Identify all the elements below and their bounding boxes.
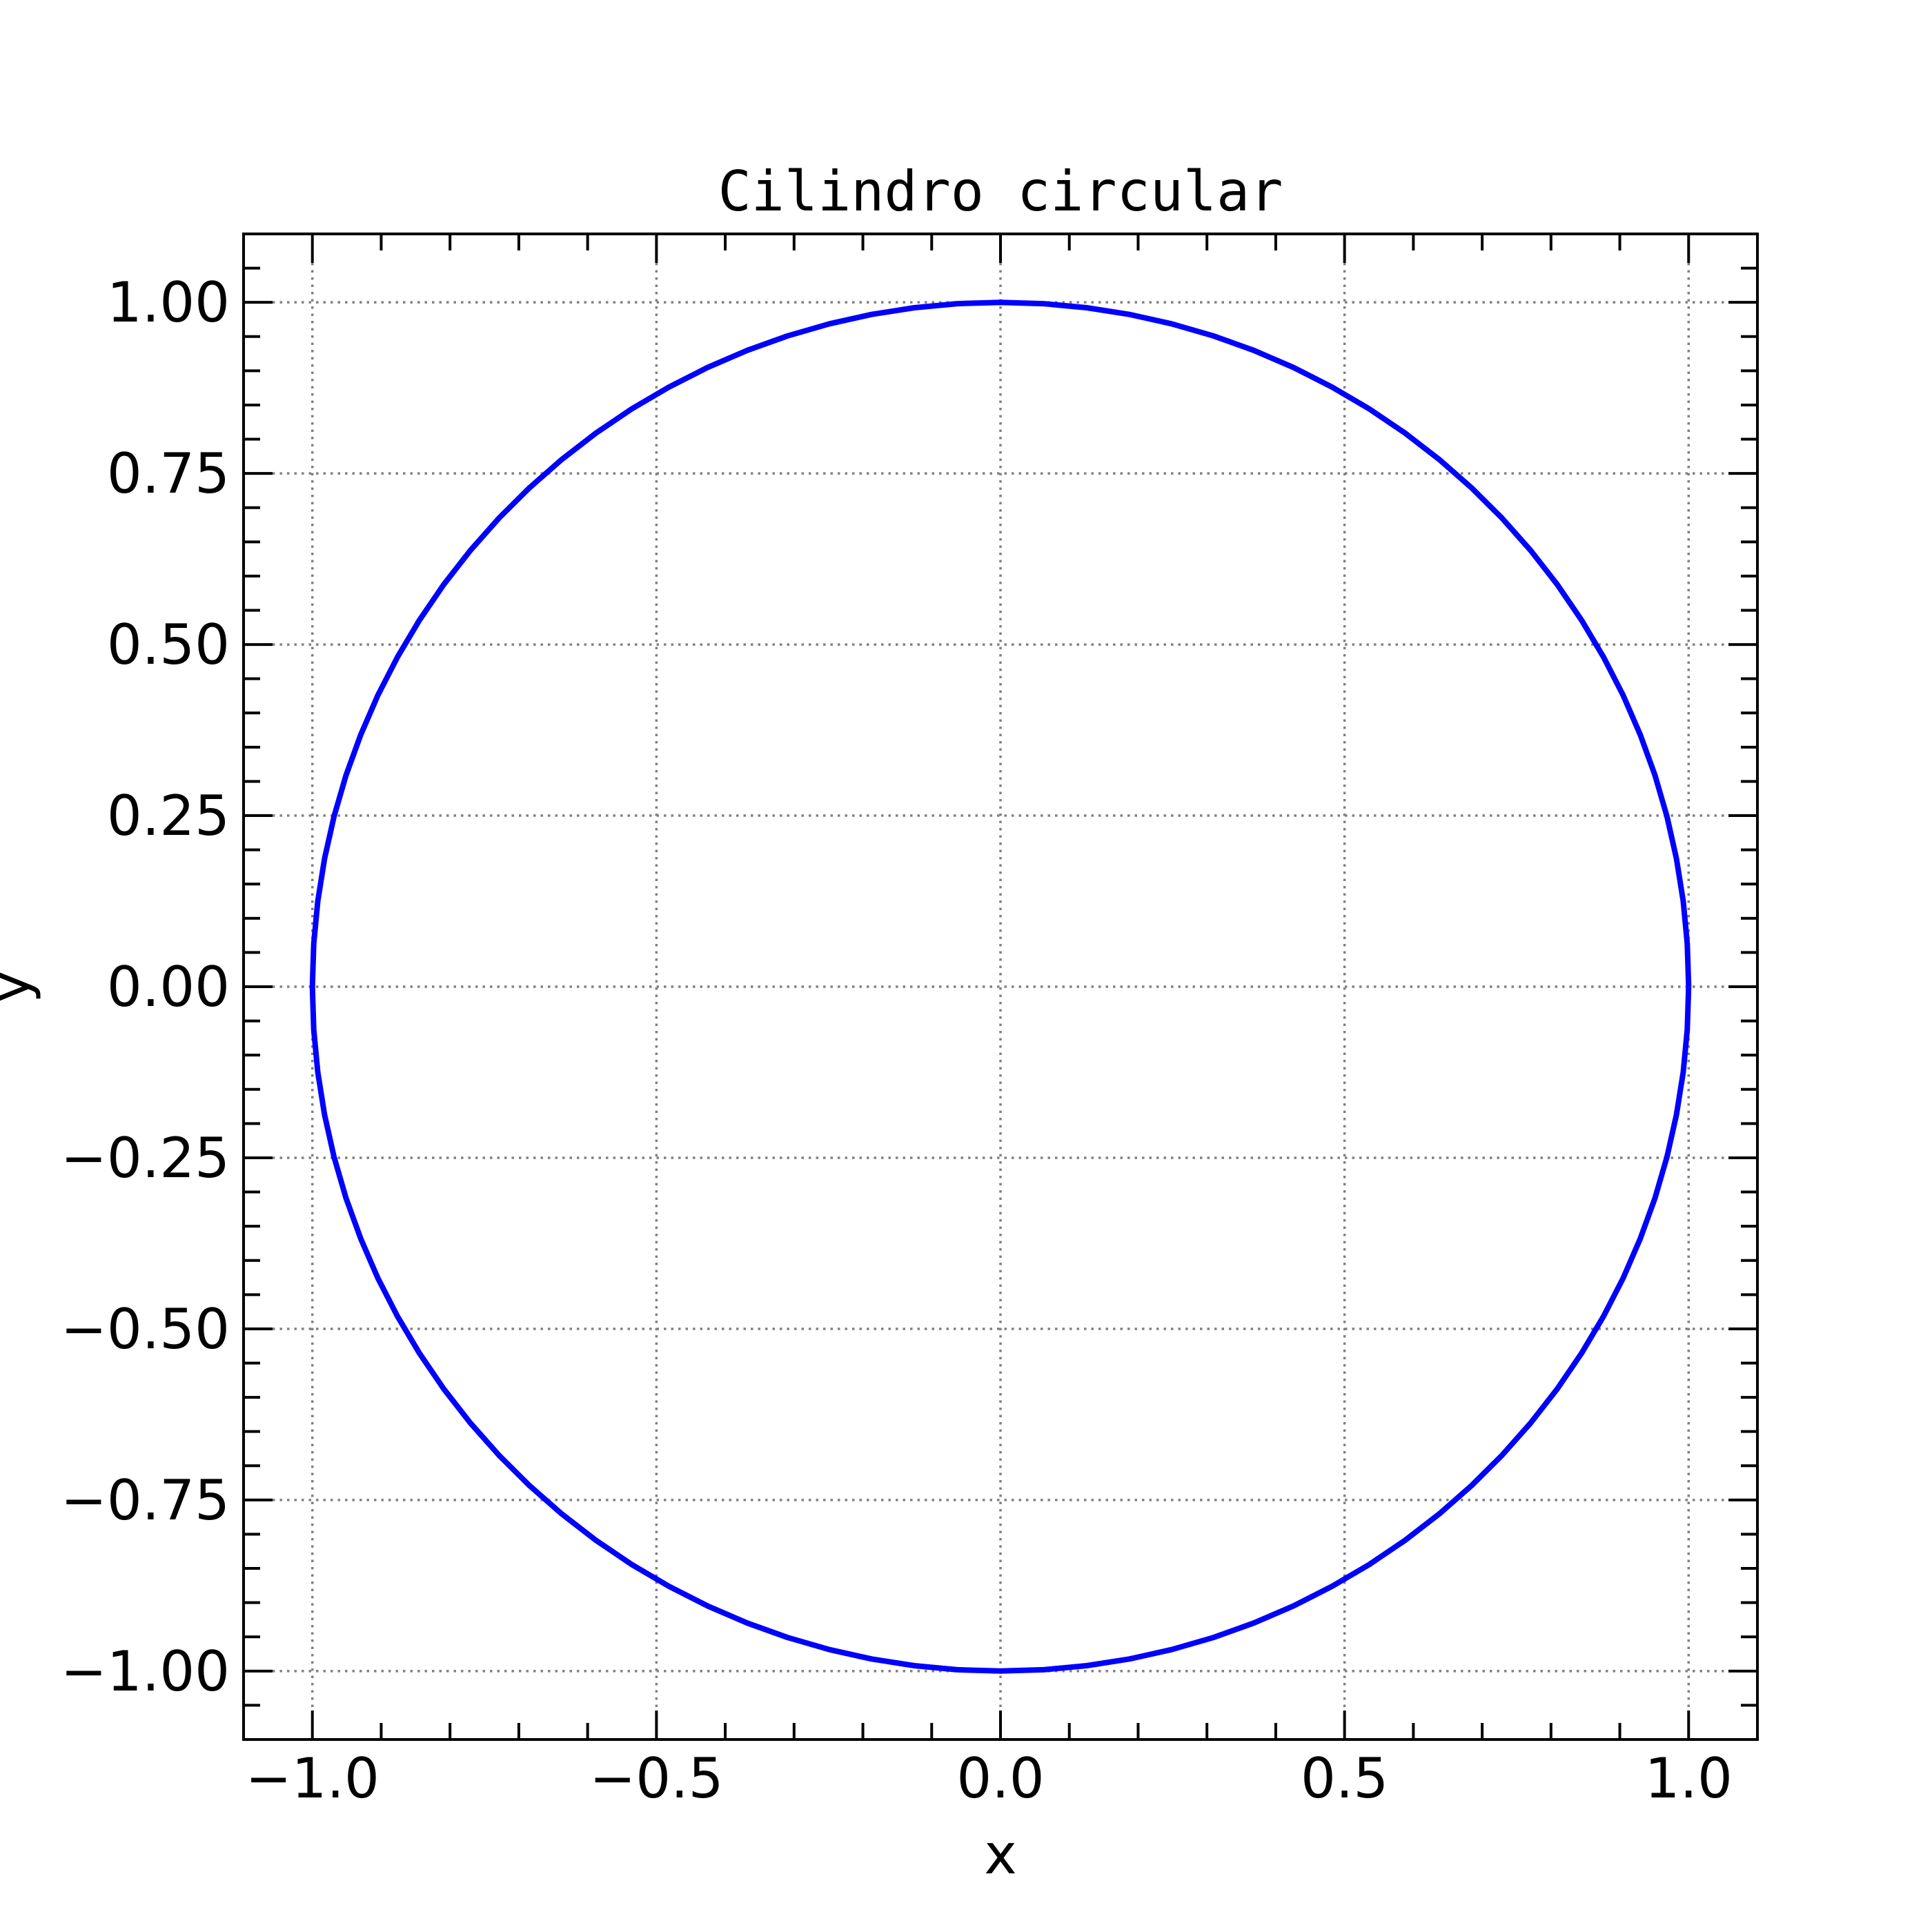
y-tick-label: 0.25 xyxy=(107,784,230,848)
series-line xyxy=(309,299,1692,1674)
y-tick-label: −0.50 xyxy=(61,1297,230,1361)
x-axis-label: x xyxy=(984,1822,1016,1886)
y-tick-label: −0.75 xyxy=(61,1468,230,1532)
series-layer xyxy=(309,299,1692,1674)
x-tick-label: −1.0 xyxy=(246,1746,379,1811)
y-tick-label: −0.25 xyxy=(61,1126,230,1190)
y-tick-label: −1.00 xyxy=(61,1639,230,1704)
y-axis-label: y xyxy=(0,970,42,1003)
x-tick-label: 1.0 xyxy=(1645,1746,1733,1811)
plot-frame xyxy=(242,233,1759,1741)
y-tick-label: 1.00 xyxy=(107,270,230,335)
tick-labels: −1.0 −0.5 0.0 0.5 1.0 −1.00 −0.75 −0.50 −0.25 0.0… xyxy=(61,270,1733,1811)
x-tick-label: −0.5 xyxy=(589,1746,723,1811)
x-tick-label: 0.5 xyxy=(1301,1746,1388,1811)
chart-title: Cilindro circular xyxy=(718,159,1283,224)
y-tick-label: 0.75 xyxy=(107,442,230,506)
y-tick-label: 0.50 xyxy=(107,613,230,677)
x-tick-label: 0.0 xyxy=(956,1746,1044,1811)
ticks xyxy=(242,233,1759,1741)
y-tick-label: 0.00 xyxy=(107,955,230,1019)
grid xyxy=(244,234,1757,1739)
